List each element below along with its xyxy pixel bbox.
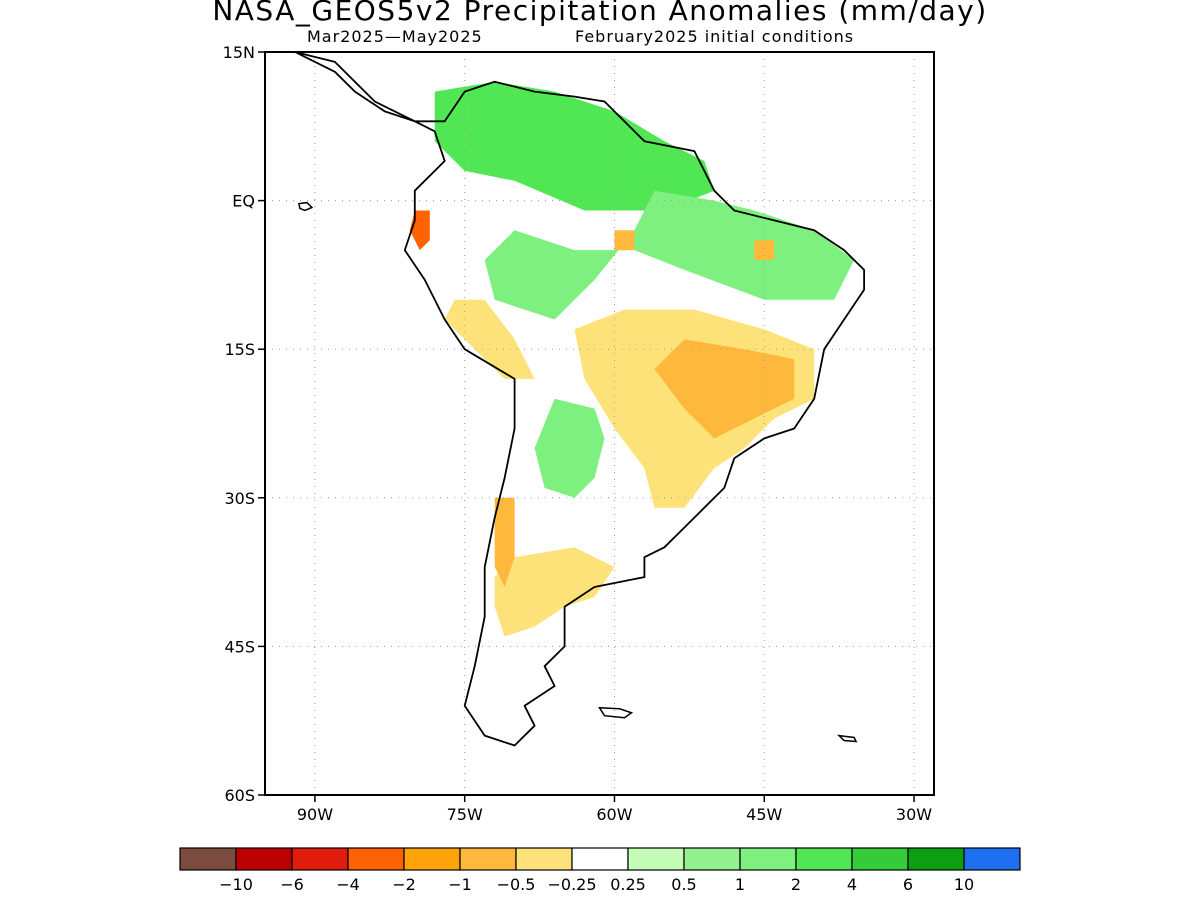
island-outline bbox=[836, 734, 858, 743]
colorbar-label: 0.25 bbox=[610, 875, 646, 894]
lon-tick-label: 90W bbox=[297, 805, 333, 824]
anomaly-field bbox=[409, 81, 855, 637]
longitude-axis: 90W 75W 60W 45W 30W bbox=[297, 795, 932, 824]
anomaly-patch-1 bbox=[484, 190, 855, 320]
colorbar-swatch bbox=[515, 847, 573, 871]
island-outline bbox=[298, 201, 314, 212]
colorbar-label: −6 bbox=[280, 875, 304, 894]
colorbar-label: −4 bbox=[336, 875, 360, 894]
island-outline bbox=[598, 706, 634, 719]
colorbar-swatch bbox=[179, 847, 237, 871]
colorbar-label: −1 bbox=[448, 875, 472, 894]
forecast-period: Mar2025—May2025 bbox=[307, 27, 483, 46]
colorbar-swatch bbox=[627, 847, 685, 871]
anomaly-patch-9 bbox=[614, 230, 635, 251]
colorbar-label: 6 bbox=[903, 875, 913, 894]
colorbar-swatch bbox=[907, 847, 965, 871]
colorbar-label: 1 bbox=[735, 875, 745, 894]
colorbar: −10 −6 −4 −2 −1 −0.5 −0.25 0.25 0.5 1 2 4 6 10 bbox=[179, 847, 1021, 894]
colorbar-swatch bbox=[235, 847, 293, 871]
lon-tick-label: 60W bbox=[596, 805, 632, 824]
colorbar-swatch bbox=[347, 847, 405, 871]
colorbar-swatch bbox=[739, 847, 797, 871]
lat-tick-label: 30S bbox=[224, 489, 255, 508]
anomaly-patch-2 bbox=[534, 398, 605, 498]
south-america-coastline bbox=[294, 52, 865, 747]
colorbar-label: 4 bbox=[847, 875, 857, 894]
anomaly-patch-4 bbox=[654, 339, 795, 439]
colorbar-label: −2 bbox=[392, 875, 416, 894]
colorbar-label: −0.25 bbox=[547, 875, 596, 894]
figure-title: NASA_GEOS5v2 Precipitation Anomalies (mm… bbox=[212, 0, 988, 27]
colorbar-label: 0.5 bbox=[671, 875, 696, 894]
lat-tick-label: 60S bbox=[224, 786, 255, 805]
lon-tick-label: 75W bbox=[447, 805, 483, 824]
colorbar-swatch bbox=[851, 847, 909, 871]
anomaly-patch-7 bbox=[444, 299, 535, 379]
initial-conditions-label: February2025 initial conditions bbox=[575, 27, 855, 46]
anomaly-patch-6 bbox=[494, 497, 515, 587]
colorbar-swatch bbox=[795, 847, 853, 871]
colorbar-label: −10 bbox=[219, 875, 253, 894]
anomaly-patch-10 bbox=[754, 240, 775, 260]
colorbar-label: 2 bbox=[791, 875, 801, 894]
colorbar-swatch bbox=[571, 847, 629, 871]
lon-tick-label: 45W bbox=[746, 805, 782, 824]
colorbar-label: 10 bbox=[954, 875, 974, 894]
colorbar-swatch bbox=[683, 847, 741, 871]
graticule bbox=[265, 52, 934, 795]
coastline bbox=[294, 52, 865, 747]
lat-tick-label: 15S bbox=[224, 340, 255, 359]
anomaly-patch-0 bbox=[434, 81, 715, 211]
anomaly-patch-5 bbox=[494, 547, 615, 637]
colorbar-swatch bbox=[403, 847, 461, 871]
lon-tick-label: 30W bbox=[896, 805, 932, 824]
lat-tick-label: 15N bbox=[223, 43, 255, 62]
colorbar-label: −0.5 bbox=[497, 875, 536, 894]
colorbar-swatch bbox=[963, 847, 1021, 871]
colorbar-swatch bbox=[459, 847, 517, 871]
map-frame bbox=[264, 51, 935, 796]
lat-tick-label: EQ bbox=[232, 192, 255, 211]
colorbar-swatch bbox=[291, 847, 349, 871]
lat-tick-label: 45S bbox=[224, 637, 255, 656]
latitude-axis: 15N EQ 15S 30S 45S 60S bbox=[223, 43, 265, 805]
